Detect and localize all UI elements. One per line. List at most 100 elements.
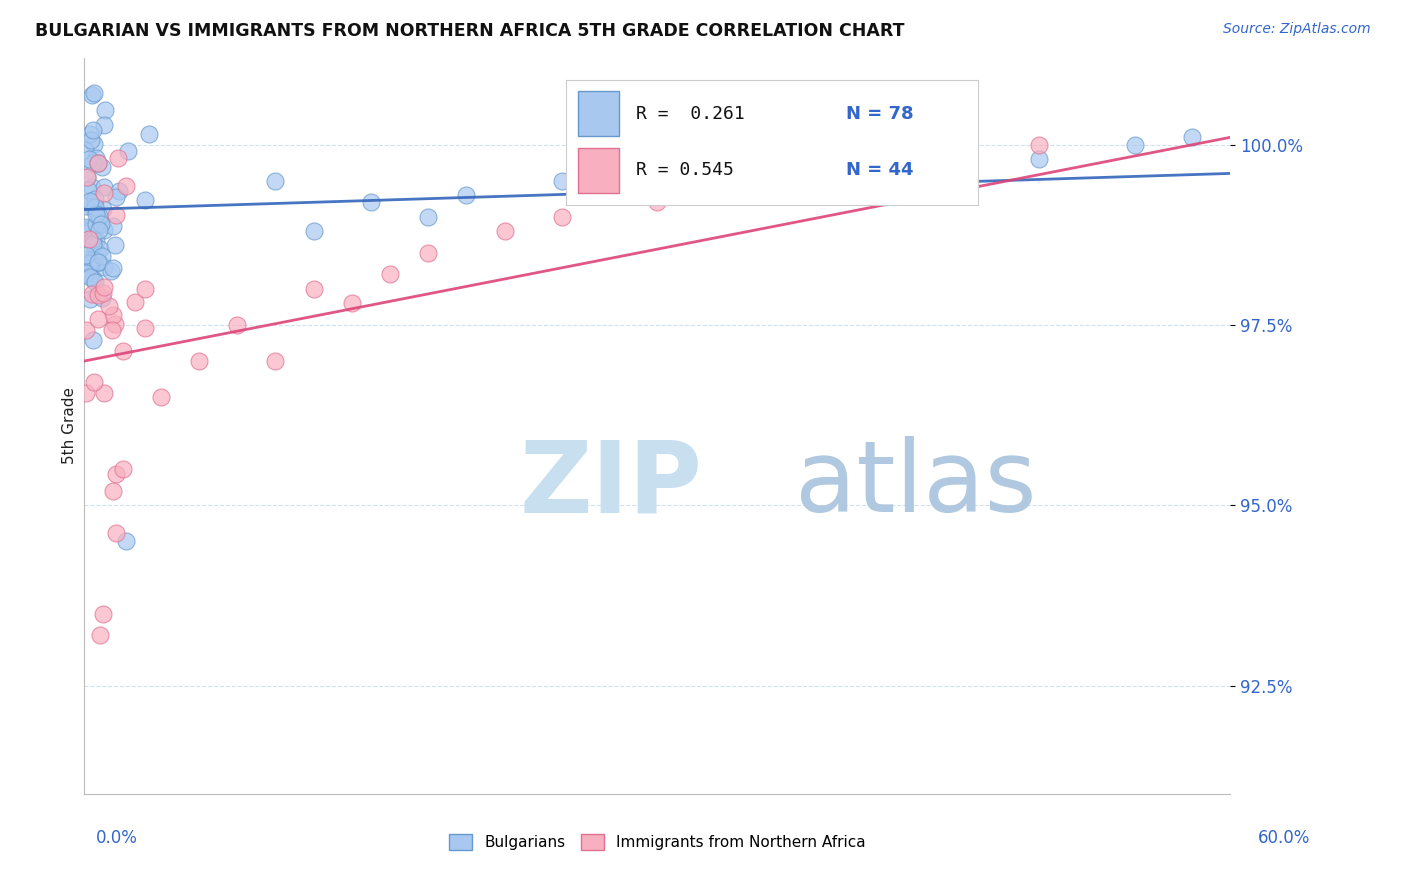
Point xyxy=(80,258,103,272)
Point xyxy=(105,526,128,541)
Point xyxy=(111,343,134,358)
Y-axis label: 5th Grade: 5th Grade xyxy=(62,387,77,465)
Point xyxy=(87,156,110,170)
Point xyxy=(100,323,122,337)
Text: Source: ZipAtlas.com: Source: ZipAtlas.com xyxy=(1223,22,1371,37)
Point xyxy=(105,467,128,481)
Point xyxy=(76,169,98,184)
Point xyxy=(456,188,478,202)
Point xyxy=(90,249,112,263)
Point xyxy=(264,173,287,187)
Point xyxy=(124,295,146,310)
Point xyxy=(91,202,114,217)
Point xyxy=(115,534,138,549)
Point xyxy=(138,127,160,141)
Point xyxy=(418,245,440,260)
Point xyxy=(104,238,127,252)
Point xyxy=(98,299,121,313)
Point xyxy=(117,144,139,158)
Point xyxy=(79,221,101,235)
Point xyxy=(83,375,105,389)
Point xyxy=(76,169,98,184)
Point xyxy=(80,88,103,103)
Point xyxy=(134,282,156,296)
Point xyxy=(82,287,104,301)
Point xyxy=(105,190,128,204)
Point xyxy=(83,86,105,100)
Point xyxy=(87,255,110,269)
Point xyxy=(103,219,125,233)
Point xyxy=(302,224,325,238)
Point xyxy=(647,181,669,195)
Point xyxy=(82,179,104,194)
Point xyxy=(87,255,110,269)
Point xyxy=(91,160,114,174)
Point xyxy=(1028,152,1050,166)
Point xyxy=(100,264,122,278)
Point xyxy=(82,201,104,215)
Point xyxy=(115,178,138,193)
Point xyxy=(77,183,100,197)
Point xyxy=(93,180,115,194)
Point xyxy=(79,194,101,208)
Point xyxy=(93,260,115,274)
Point xyxy=(264,354,287,368)
Point xyxy=(93,118,115,132)
Point xyxy=(104,317,127,331)
Text: ZIP: ZIP xyxy=(520,436,703,533)
Legend: Bulgarians, Immigrants from Northern Africa: Bulgarians, Immigrants from Northern Afr… xyxy=(443,828,872,856)
Point xyxy=(82,123,104,137)
Point xyxy=(75,248,97,262)
Point xyxy=(75,199,97,213)
Point xyxy=(77,252,100,266)
Point xyxy=(80,223,103,237)
Point xyxy=(93,385,115,400)
Point xyxy=(94,103,117,118)
Point xyxy=(90,218,112,232)
Point xyxy=(551,210,574,224)
Point xyxy=(89,242,111,256)
Point xyxy=(101,260,124,275)
Point xyxy=(82,272,104,286)
Point xyxy=(226,318,249,332)
Point xyxy=(1181,130,1204,145)
Point xyxy=(86,244,108,259)
Point xyxy=(79,270,101,285)
Point xyxy=(75,266,97,280)
Point xyxy=(360,195,382,210)
Point xyxy=(84,151,107,165)
Point xyxy=(302,282,325,296)
Point xyxy=(93,223,115,237)
Point xyxy=(647,195,669,210)
Point xyxy=(741,173,763,187)
Point xyxy=(418,210,440,224)
Point xyxy=(134,321,156,335)
Point xyxy=(93,186,115,201)
Text: 0.0%: 0.0% xyxy=(96,829,138,847)
Point xyxy=(75,143,97,157)
Point xyxy=(75,386,97,401)
Point xyxy=(87,156,110,170)
Point xyxy=(84,218,107,232)
Point xyxy=(87,210,110,224)
Point xyxy=(107,185,129,199)
Point xyxy=(494,224,516,238)
Point xyxy=(82,334,104,348)
Point xyxy=(101,309,124,323)
Point xyxy=(80,132,103,146)
Point xyxy=(188,354,211,368)
Point xyxy=(837,173,859,187)
Point xyxy=(89,223,111,237)
Point xyxy=(101,483,124,498)
Point xyxy=(82,252,104,266)
Point xyxy=(105,208,128,222)
Point xyxy=(134,193,156,207)
Point xyxy=(93,607,115,621)
Point xyxy=(107,152,129,166)
Point xyxy=(82,236,104,251)
Point xyxy=(89,628,111,642)
Point xyxy=(82,232,104,246)
Point xyxy=(82,155,104,169)
Point xyxy=(741,166,763,180)
Point xyxy=(84,234,107,248)
